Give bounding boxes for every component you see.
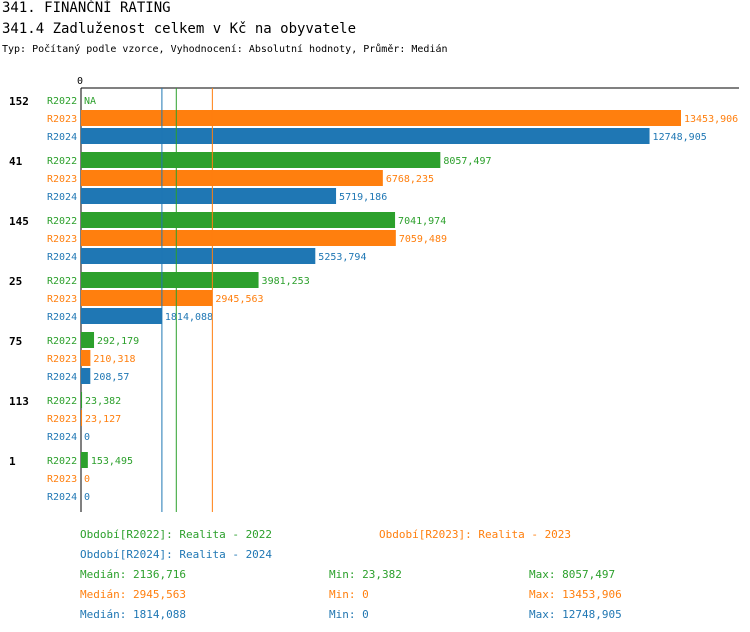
bar-series-label: R2022 (47, 276, 77, 287)
bar-series-label: R2022 (47, 396, 77, 407)
bar-R2023-113 (81, 410, 83, 426)
stat-min-r2022: Min: 23,382 (329, 568, 402, 581)
bar-series-label: R2024 (47, 372, 77, 383)
bar-R2024-41 (81, 188, 337, 204)
group-label-113: 113 (9, 395, 29, 408)
bar-R2024-152 (81, 128, 650, 144)
bar-series-label: R2022 (47, 336, 77, 347)
bar-series-label: R2023 (47, 414, 77, 425)
group-label-41: 41 (9, 155, 23, 168)
bar-value-label: 8057,497 (443, 156, 491, 167)
bar-R2024-75 (81, 368, 91, 384)
bar-value-label: 13453,906 (684, 114, 738, 125)
bar-R2023-152 (81, 110, 681, 126)
bar-series-label: R2022 (47, 456, 77, 467)
stat-max-r2024: Max: 12748,905 (529, 608, 622, 621)
bar-series-label: R2024 (47, 252, 77, 263)
bar-value-label: 7041,974 (398, 216, 446, 227)
bar-series-label: R2023 (47, 114, 77, 125)
bar-value-label: 1814,088 (165, 312, 213, 323)
axis-zero-label: 0 (77, 76, 83, 87)
chart-subtitle: 341.4 Zadluženost celkem v Kč na obyvate… (2, 21, 357, 37)
bar-value-label: 6768,235 (386, 174, 434, 185)
bar-value-label: 3981,253 (262, 276, 310, 287)
bar-R2023-145 (81, 230, 396, 246)
bar-value-label: 5719,186 (339, 192, 387, 203)
stat-max-r2022: Max: 8057,497 (529, 568, 616, 581)
stat-max-r2023: Max: 13453,906 (529, 588, 622, 601)
bar-R2022-113 (81, 392, 83, 408)
bar-value-label: 153,495 (91, 456, 133, 467)
stat-median-r2024: Medián: 1814,088 (80, 608, 186, 621)
bar-series-label: R2023 (47, 294, 77, 305)
bar-R2022-1 (81, 452, 88, 468)
bar-series-label: R2022 (47, 96, 77, 107)
bar-series-label: R2023 (47, 354, 77, 365)
chart-type-line: Typ: Počítaný podle vzorce, Vyhodnocení:… (2, 44, 448, 55)
bar-value-label: 23,127 (85, 414, 121, 425)
bar-chart: 0 152 R2022 NA R2023 13453,906 R2024 12748,905 4… (9, 76, 739, 512)
bar-value-label: 12748,905 (653, 132, 707, 143)
legend-period-r2022: Období[R2022]: Realita - 2022 (80, 528, 273, 541)
bar-value-label: 0 (84, 474, 90, 485)
page-title: 341. FINANČNÍ RATING (2, 0, 171, 16)
group-label-1: 1 (9, 455, 16, 468)
bar-value-label: 0 (84, 492, 90, 503)
stat-min-r2024: Min: 0 (329, 608, 369, 621)
stat-median-r2023: Medián: 2945,563 (80, 588, 186, 601)
group-label-152: 152 (9, 95, 29, 108)
bar-R2023-25 (81, 290, 213, 306)
bar-value-label: 210,318 (93, 354, 135, 365)
bar-value-label: NA (84, 96, 96, 107)
stat-min-r2023: Min: 0 (329, 588, 369, 601)
legend-period-r2024: Období[R2024]: Realita - 2024 (80, 548, 273, 561)
bar-value-label: 5253,794 (318, 252, 366, 263)
bar-series-label: R2023 (47, 174, 77, 185)
bar-R2024-25 (81, 308, 162, 324)
bar-series-label: R2023 (47, 234, 77, 245)
group-label-75: 75 (9, 335, 22, 348)
bar-series-label: R2023 (47, 474, 77, 485)
bar-value-label: 292,179 (97, 336, 139, 347)
bar-R2022-41 (81, 152, 441, 168)
legend-period-r2023: Období[R2023]: Realita - 2023 (379, 528, 572, 541)
bar-value-label: 208,57 (93, 372, 129, 383)
bar-series-label: R2024 (47, 312, 77, 323)
group-label-25: 25 (9, 275, 22, 288)
bar-value-label: 23,382 (85, 396, 121, 407)
stat-median-r2022: Medián: 2136,716 (80, 568, 186, 581)
bar-R2022-25 (81, 272, 259, 288)
bar-R2023-41 (81, 170, 383, 186)
bar-series-label: R2024 (47, 432, 77, 443)
bar-R2024-145 (81, 248, 316, 264)
bar-series-label: R2024 (47, 492, 77, 503)
group-label-145: 145 (9, 215, 29, 228)
bar-series-label: R2022 (47, 216, 77, 227)
bar-R2022-145 (81, 212, 396, 228)
bar-series-label: R2024 (47, 132, 77, 143)
bar-series-label: R2022 (47, 156, 77, 167)
bar-R2022-75 (81, 332, 95, 348)
bar-value-label: 0 (84, 432, 90, 443)
bar-value-label: 2945,563 (215, 294, 263, 305)
bar-value-label: 7059,489 (399, 234, 447, 245)
bar-R2023-75 (81, 350, 91, 366)
bar-series-label: R2024 (47, 192, 77, 203)
